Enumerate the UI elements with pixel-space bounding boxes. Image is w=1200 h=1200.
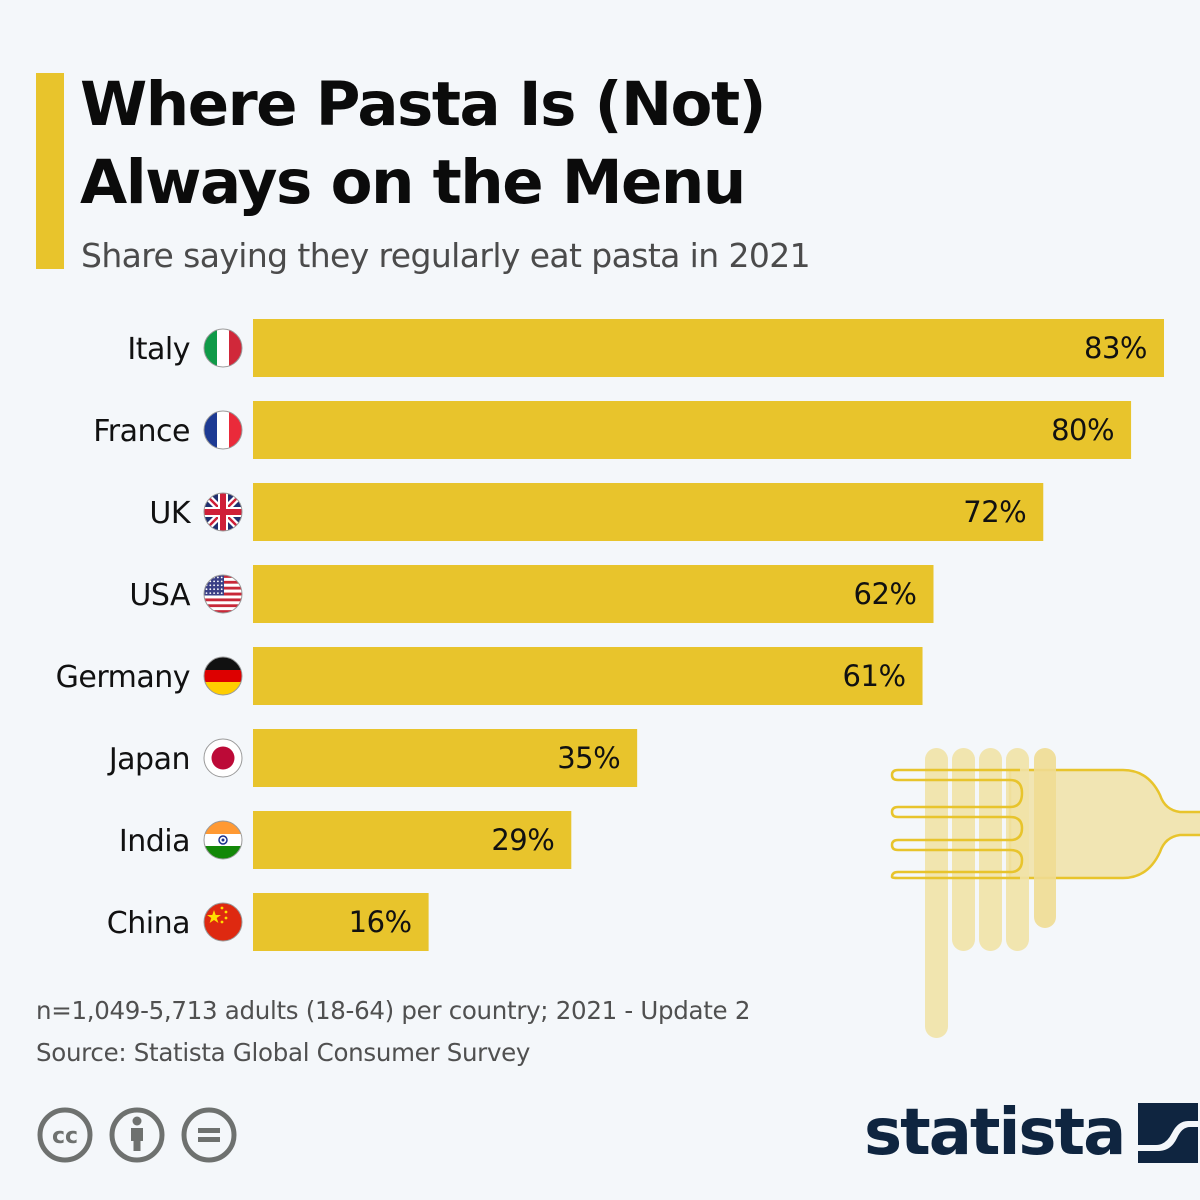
value-label: 80% [1051,413,1114,447]
france-flag [203,410,243,450]
fork-tines [890,768,1024,880]
value-label: 61% [843,659,906,693]
cc-icon[interactable]: cc [36,1106,94,1164]
bar-row-italy: Italy 83% [127,319,1164,377]
category-label: USA [129,578,191,613]
source-note: Source: Statista Global Consumer Survey [36,1038,531,1067]
value-label: 62% [854,577,917,611]
bar-row-india: India 29% [119,811,572,869]
attribution-icon[interactable] [108,1106,166,1164]
category-label: Germany [56,660,190,695]
sample-note: n=1,049-5,713 adults (18-64) per country… [36,996,751,1025]
india-flag [203,820,243,860]
china-flag [203,902,243,942]
value-label: 35% [557,741,620,775]
bar [253,893,429,951]
chart-notes: n=1,049-5,713 adults (18-64) per country… [36,990,750,1074]
chart-title: Where Pasta Is (Not) Always on the Menu [80,66,1080,222]
bar [253,729,638,787]
germany-flag [203,656,243,696]
title-accent-bar [36,73,64,269]
svg-text:cc: cc [52,1124,78,1149]
bar-row-china: China 16% [107,893,429,951]
fork-body [1008,768,1200,880]
bar-chart: Italy 83% France 80% UK 72% USA 62% Germany 61% Ja… [56,319,1164,951]
no-derivatives-icon[interactable] [180,1106,238,1164]
japan-flag [203,738,243,778]
bar [253,565,934,623]
value-label: 72% [963,495,1026,529]
category-label: UK [149,496,191,531]
pasta-fork-illustration [890,748,1200,1038]
value-label: 16% [349,905,412,939]
category-label: China [107,906,190,941]
bar-row-uk: UK 72% [149,483,1044,541]
bar-row-japan: Japan 35% [107,729,638,787]
value-label: 29% [491,823,554,857]
license-icons: cc [36,1106,238,1164]
uk-flag [203,492,243,532]
category-label: India [119,824,190,859]
bar [253,319,1164,377]
value-label: 83% [1084,331,1147,365]
bar-row-germany: Germany 61% [56,647,923,705]
bar-row-usa: USA 62% [129,565,934,623]
statista-logo-icon [1138,1103,1199,1163]
statista-logo[interactable]: statista [864,1096,1199,1170]
bar [253,647,923,705]
chart-subtitle: Share saying they regularly eat pasta in… [81,236,811,275]
noodle-strand [925,748,948,1038]
category-label: Japan [107,742,190,777]
title-line-2: Always on the Menu [80,147,746,218]
title-line-1: Where Pasta Is (Not) [80,69,767,140]
category-label: Italy [127,332,190,367]
usa-flag [203,574,243,614]
noodle-strand [1034,748,1056,928]
statista-wordmark: statista [864,1096,1126,1170]
bar [253,811,572,869]
bar [253,483,1044,541]
bar [253,401,1132,459]
italy-flag [203,328,243,368]
category-label: France [93,414,190,449]
bar-row-france: France 80% [93,401,1132,459]
noodle-strand [1006,748,1029,951]
